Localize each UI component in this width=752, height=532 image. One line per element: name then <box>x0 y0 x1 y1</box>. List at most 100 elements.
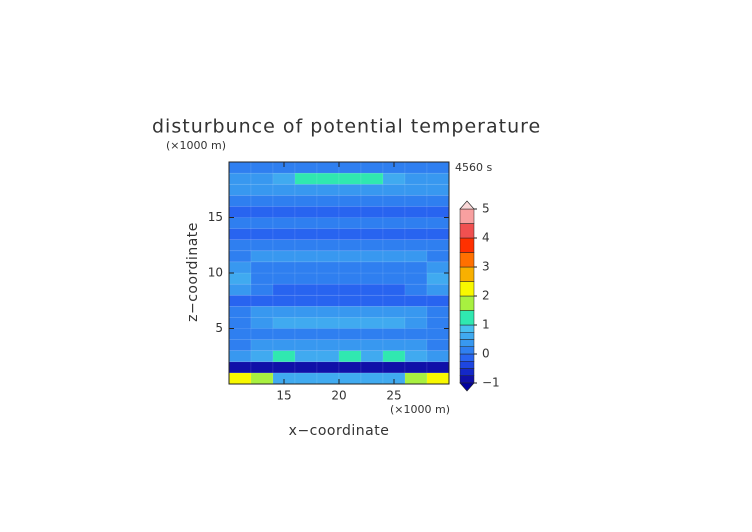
contour-cell <box>338 206 362 218</box>
contour-cell <box>228 294 252 307</box>
colorbar-over <box>459 200 475 210</box>
y-axis-label: z−coordinate <box>185 222 201 322</box>
contour-cell <box>294 261 318 274</box>
contour-cell <box>272 261 296 274</box>
contour-cell <box>426 317 450 329</box>
contour-cell <box>294 217 318 229</box>
contour-cell <box>382 195 406 207</box>
contour-cell <box>426 183 450 196</box>
contour-cell <box>404 272 428 285</box>
contour-cell <box>272 294 296 307</box>
colorbar-box <box>459 361 475 369</box>
contour-cell <box>382 339 406 352</box>
contour-cell <box>360 206 384 218</box>
contour-cell <box>360 350 384 363</box>
contour-cell <box>382 239 406 252</box>
contour-cell <box>272 195 296 207</box>
contour-cell <box>316 239 340 252</box>
contour-cell <box>294 161 318 174</box>
contour-cell <box>316 372 340 385</box>
contour-cell <box>250 283 274 296</box>
y-tick-label: 10 <box>208 266 223 280</box>
colorbar-box <box>459 295 475 311</box>
contour-cell <box>382 350 406 363</box>
contour-cell <box>404 294 428 307</box>
contour-cell <box>272 361 296 374</box>
contour-cell <box>338 161 362 174</box>
y-tick-label: 15 <box>208 210 223 224</box>
contour-cell <box>338 328 362 340</box>
contour-cell <box>250 172 274 185</box>
contour-cell <box>250 272 274 285</box>
colorbar-box <box>459 252 475 268</box>
contour-cell <box>250 294 274 307</box>
contour-cell <box>294 239 318 252</box>
contour-cell <box>360 272 384 285</box>
contour-cell <box>228 206 252 218</box>
contour-cell <box>338 305 362 318</box>
time-label: 4560 s <box>455 161 492 174</box>
contour-cell <box>294 283 318 296</box>
contour-cell <box>228 217 252 229</box>
contour-cell <box>250 339 274 352</box>
colorbar-label: 0 <box>482 347 490 361</box>
colorbar-box <box>459 324 475 333</box>
x-axis-label: x−coordinate <box>289 423 390 439</box>
contour-cell <box>338 283 362 296</box>
contour-cell <box>338 361 362 374</box>
contour-cell <box>272 183 296 196</box>
contour-cell <box>272 250 296 263</box>
contour-cell <box>250 228 274 241</box>
contour-cell <box>294 328 318 340</box>
contour-cell <box>382 294 406 307</box>
contour-cell <box>426 272 450 285</box>
contour-cell <box>250 206 274 218</box>
contour-cell <box>338 195 362 207</box>
contour-cell <box>316 206 340 218</box>
contour-cell <box>404 350 428 363</box>
contour-cell <box>360 339 384 352</box>
contour-cell <box>250 183 274 196</box>
contour-cell <box>382 272 406 285</box>
contour-cell <box>338 272 362 285</box>
contour-cell <box>294 272 318 285</box>
contour-cell <box>404 217 428 229</box>
contour-cell <box>404 239 428 252</box>
contour-cell <box>404 261 428 274</box>
contour-cell <box>316 217 340 229</box>
contour-cell <box>382 228 406 241</box>
contour-cell <box>228 250 252 263</box>
colorbar-label: −1 <box>482 376 500 390</box>
contour-cell <box>250 328 274 340</box>
contour-cell <box>404 317 428 329</box>
contour-cell <box>426 350 450 363</box>
contour-cell <box>338 183 362 196</box>
contour-cell <box>404 328 428 340</box>
contour-cell <box>360 183 384 196</box>
contour-cell <box>426 294 450 307</box>
colorbar-box <box>459 266 475 282</box>
contour-cell <box>250 250 274 263</box>
contour-cell <box>316 328 340 340</box>
contour-cell <box>404 372 428 385</box>
contour-cell <box>426 328 450 340</box>
colorbar-box <box>459 281 475 297</box>
contour-cell <box>294 195 318 207</box>
contour-cell <box>250 317 274 329</box>
contour-cell <box>272 228 296 241</box>
y-unit: (×1000 m) <box>166 139 226 152</box>
contour-cell <box>426 228 450 241</box>
contour-cell <box>272 350 296 363</box>
contour-cell <box>338 317 362 329</box>
contour-cell <box>294 172 318 185</box>
contour-cell <box>426 361 450 374</box>
contour-cell <box>316 195 340 207</box>
contour-cell <box>272 239 296 252</box>
contour-cell <box>426 206 450 218</box>
contour-cell <box>360 317 384 329</box>
contour-cell <box>294 183 318 196</box>
contour-cell <box>294 294 318 307</box>
contour-cell <box>382 328 406 340</box>
contour-cell <box>338 239 362 252</box>
